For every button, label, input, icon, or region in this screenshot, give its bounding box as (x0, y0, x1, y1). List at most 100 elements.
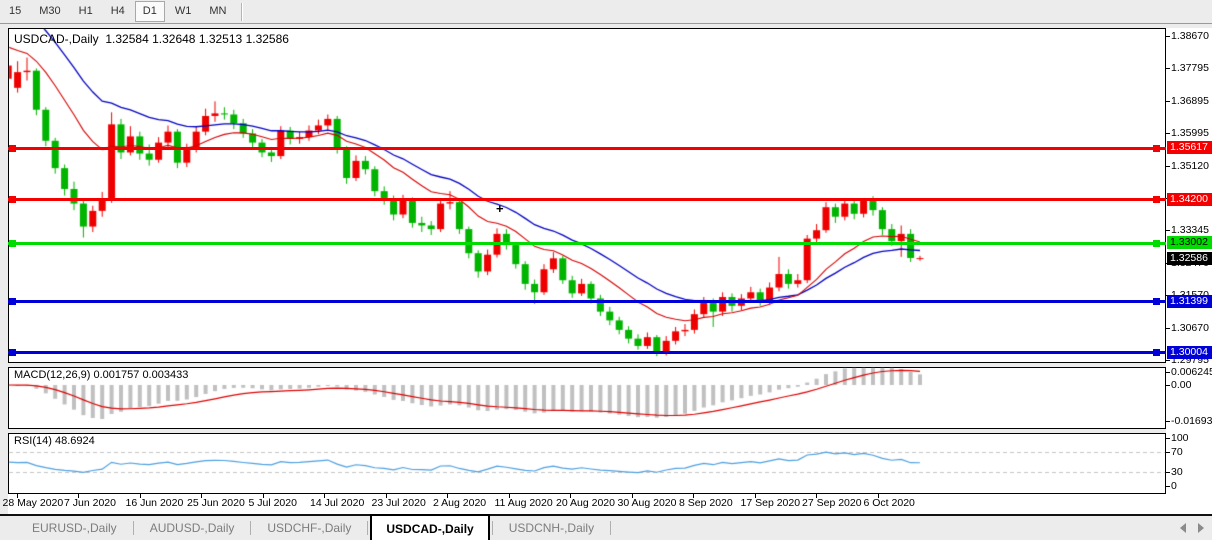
line-price-tag: 1.30004 (1167, 345, 1212, 359)
time-axis-label: 25 Jun 2020 (187, 497, 245, 509)
time-axis-label: 30 Aug 2020 (617, 497, 677, 509)
price-axis-tick (1166, 68, 1170, 70)
ohlc-open: 1.32584 (105, 32, 149, 46)
time-axis-tick (693, 494, 694, 498)
time-axis-tick (754, 494, 756, 498)
macd-axis-tick (1166, 385, 1170, 386)
horizontal-line-1.31399[interactable] (8, 300, 1166, 304)
time-axis-label: 8 Sep 2020 (679, 497, 733, 509)
time-axis-label: 7 Jun 2020 (64, 497, 116, 509)
price-axis-label: 1.33345 (1171, 224, 1209, 237)
line-price-tag: 1.33002 (1167, 236, 1212, 250)
time-axis-tick (877, 494, 879, 498)
price-axis-label: 1.35995 (1171, 127, 1209, 140)
chart-tab-eurusd[interactable]: EURUSD-,Daily (32, 521, 117, 535)
time-axis-tick (262, 494, 264, 498)
chart-tabbar: EURUSD-,Daily AUDUSD-,Daily USDCHF-,Daily U… (0, 514, 1212, 540)
line-handle[interactable] (1153, 349, 1160, 357)
rsi-axis-label: 70 (1171, 446, 1183, 459)
object-marker-icon[interactable]: + (496, 201, 504, 216)
price-axis-label: 1.35120 (1171, 159, 1209, 172)
macd-label: MACD(12,26,9) 0.001757 0.003433 (14, 369, 189, 381)
line-handle[interactable] (1153, 196, 1160, 204)
time-axis-label: 20 Aug 2020 (556, 497, 615, 509)
rsi-axis-tick (1166, 452, 1170, 454)
time-axis-tick (324, 494, 325, 498)
macd-main-value: 0.001757 (93, 369, 140, 381)
tab-scroll-right-icon[interactable] (1198, 523, 1204, 533)
rsi-axis-tick (1166, 438, 1170, 439)
price-axis-tick (1166, 360, 1170, 361)
line-price-tag: 1.35617 (1167, 141, 1212, 154)
line-handle[interactable] (1153, 298, 1160, 306)
chart-tab-usdcad[interactable]: USDCAD-,Daily (370, 514, 490, 540)
time-axis-tick (631, 494, 633, 498)
ohlc-high: 1.32648 (152, 32, 196, 46)
line-handle[interactable] (1153, 144, 1160, 152)
macd-axis-label: 0.006245 (1171, 365, 1212, 378)
tab-divider (610, 521, 612, 535)
rsi-axis-tick (1166, 486, 1170, 487)
line-handle[interactable] (9, 298, 16, 306)
line-handle[interactable] (9, 349, 16, 357)
rsi-value: 48.6924 (54, 435, 95, 447)
ohlc-low: 1.32513 (198, 32, 243, 46)
time-axis-label: 28 May 2020 (2, 497, 64, 509)
chart-tab-usdchf[interactable]: USDCHF-,Daily (267, 521, 352, 535)
rsi-axis-tick (1166, 471, 1170, 473)
time-axis-tick (385, 494, 387, 498)
time-axis-label: 27 Sep 2020 (802, 497, 862, 509)
macd-signal-value: 0.003433 (142, 369, 189, 381)
tab-divider (132, 521, 134, 535)
macd-axis-label: -0.016933 (1171, 415, 1212, 428)
time-axis-tick (570, 494, 571, 498)
time-axis-label: 11 Aug 2020 (494, 497, 553, 509)
line-handle[interactable] (9, 144, 16, 152)
chart-tab-audusd[interactable]: AUDUSD-,Daily (149, 521, 235, 535)
macd-axis-tick (1166, 371, 1170, 373)
time-axis-tick (508, 494, 510, 498)
horizontal-line-1.35617[interactable] (8, 146, 1166, 150)
time-axis-label: 23 Jul 2020 (371, 497, 426, 509)
tab-divider (491, 521, 493, 535)
rsi-axis-label: 30 (1171, 465, 1183, 478)
rsi-axis-label: 0 (1171, 480, 1177, 492)
price-axis-tick (1166, 100, 1170, 102)
line-handle[interactable] (9, 239, 16, 247)
macd-axis-tick (1166, 421, 1170, 423)
price-axis-label: 1.37795 (1171, 62, 1209, 75)
price-axis-label: 1.38670 (1171, 30, 1209, 42)
time-axis-tick (201, 494, 202, 498)
price-axis-tick (1166, 327, 1170, 329)
time-axis-label: 14 Jul 2020 (310, 497, 365, 509)
tab-scroll-left-icon[interactable] (1180, 523, 1186, 533)
price-axis-label: 1.30670 (1171, 321, 1209, 334)
chart-title: USDCAD-,Daily 1.32584 1.32648 1.32513 1.… (14, 32, 289, 46)
time-axis-tick (16, 494, 18, 498)
line-handle[interactable] (9, 196, 16, 204)
horizontal-line-1.30004[interactable] (8, 351, 1166, 355)
tab-divider (367, 521, 369, 535)
time-axis-label: 2 Aug 2020 (433, 497, 487, 509)
time-axis-tick (447, 494, 448, 498)
rsi-label: RSI(14) 48.6924 (14, 435, 95, 447)
time-axis-label: 17 Sep 2020 (740, 497, 801, 509)
macd-axis-label: 0.00 (1171, 379, 1192, 391)
price-axis-tick (1166, 230, 1170, 232)
tab-divider (250, 521, 252, 535)
rsi-axis-label: 100 (1171, 432, 1189, 444)
time-axis-tick (78, 494, 79, 498)
price-axis-tick (1166, 165, 1170, 167)
line-handle[interactable] (1153, 239, 1160, 247)
horizontal-line-1.34200[interactable] (8, 198, 1166, 202)
time-axis-label: 5 Jul 2020 (248, 497, 297, 509)
time-axis-label: 16 Jun 2020 (125, 497, 184, 509)
current-price-tag: 1.32586 (1167, 251, 1212, 265)
time-axis-tick (139, 494, 141, 498)
horizontal-line-1.33002[interactable] (8, 241, 1166, 245)
chart-tab-usdcnh[interactable]: USDCNH-,Daily (508, 521, 595, 535)
line-price-tag: 1.34200 (1167, 192, 1212, 206)
line-price-tag: 1.31399 (1167, 294, 1212, 308)
